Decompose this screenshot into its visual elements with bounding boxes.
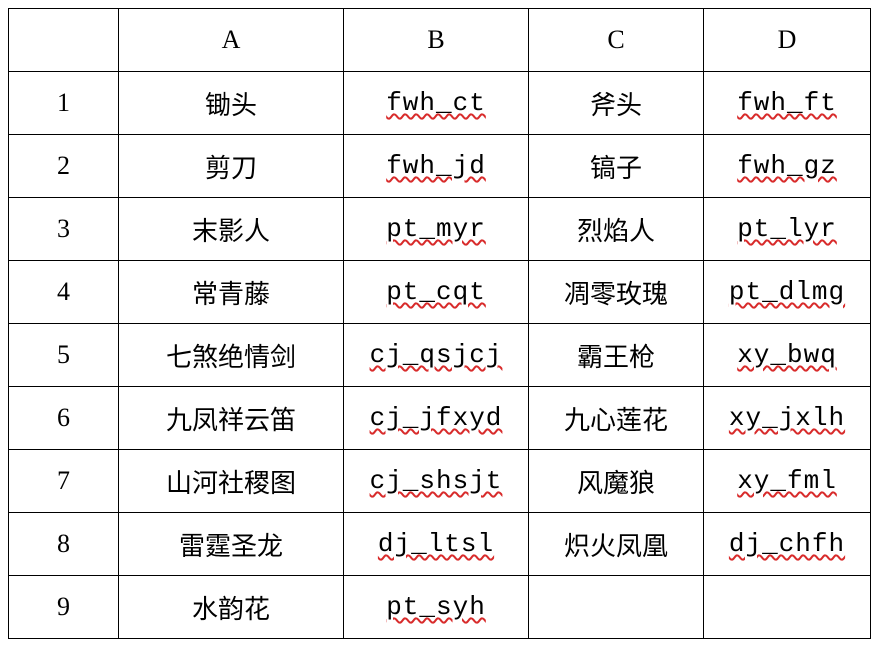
cell-c: 九心莲花 <box>529 387 704 450</box>
table-row: 3 末影人 pt_myr 烈焰人 pt_lyr <box>9 198 871 261</box>
cell-c: 风魔狼 <box>529 450 704 513</box>
table-row: 8 雷霆圣龙 dj_ltsl 炽火凤凰 dj_chfh <box>9 513 871 576</box>
cell-b: fwh_ct <box>344 72 529 135</box>
cell-c: 斧头 <box>529 72 704 135</box>
cell-rownum: 9 <box>9 576 119 639</box>
header-a: A <box>119 9 344 72</box>
cell-b: cj_jfxyd <box>344 387 529 450</box>
cell-rownum: 5 <box>9 324 119 387</box>
cell-rownum: 8 <box>9 513 119 576</box>
header-c: C <box>529 9 704 72</box>
cell-b: cj_shsjt <box>344 450 529 513</box>
cell-b: pt_cqt <box>344 261 529 324</box>
cell-d: dj_chfh <box>704 513 871 576</box>
cell-rownum: 4 <box>9 261 119 324</box>
cell-d: xy_bwq <box>704 324 871 387</box>
cell-b: cj_qsjcj <box>344 324 529 387</box>
table-header-row: A B C D <box>9 9 871 72</box>
cell-rownum: 2 <box>9 135 119 198</box>
cell-rownum: 7 <box>9 450 119 513</box>
cell-rownum: 3 <box>9 198 119 261</box>
cell-c: 霸王枪 <box>529 324 704 387</box>
cell-c: 凋零玫瑰 <box>529 261 704 324</box>
cell-rownum: 1 <box>9 72 119 135</box>
table-row: 1 锄头 fwh_ct 斧头 fwh_ft <box>9 72 871 135</box>
table-row: 4 常青藤 pt_cqt 凋零玫瑰 pt_dlmg <box>9 261 871 324</box>
cell-d: fwh_ft <box>704 72 871 135</box>
cell-a: 九凤祥云笛 <box>119 387 344 450</box>
cell-d: fwh_gz <box>704 135 871 198</box>
header-d: D <box>704 9 871 72</box>
cell-d <box>704 576 871 639</box>
cell-b: pt_syh <box>344 576 529 639</box>
table-row: 7 山河社稷图 cj_shsjt 风魔狼 xy_fml <box>9 450 871 513</box>
cell-b: pt_myr <box>344 198 529 261</box>
cell-a: 末影人 <box>119 198 344 261</box>
table-row: 6 九凤祥云笛 cj_jfxyd 九心莲花 xy_jxlh <box>9 387 871 450</box>
cell-b: dj_ltsl <box>344 513 529 576</box>
cell-a: 常青藤 <box>119 261 344 324</box>
cell-a: 七煞绝情剑 <box>119 324 344 387</box>
cell-a: 雷霆圣龙 <box>119 513 344 576</box>
cell-c: 炽火凤凰 <box>529 513 704 576</box>
cell-c: 烈焰人 <box>529 198 704 261</box>
cell-b: fwh_jd <box>344 135 529 198</box>
header-b: B <box>344 9 529 72</box>
cell-d: pt_lyr <box>704 198 871 261</box>
table-row: 9 水韵花 pt_syh <box>9 576 871 639</box>
cell-d: pt_dlmg <box>704 261 871 324</box>
cell-a: 水韵花 <box>119 576 344 639</box>
cell-rownum: 6 <box>9 387 119 450</box>
cell-a: 山河社稷图 <box>119 450 344 513</box>
cell-c: 镐子 <box>529 135 704 198</box>
table-body: 1 锄头 fwh_ct 斧头 fwh_ft 2 剪刀 fwh_jd 镐子 fwh… <box>9 72 871 639</box>
cell-d: xy_fml <box>704 450 871 513</box>
header-rownum <box>9 9 119 72</box>
table-row: 5 七煞绝情剑 cj_qsjcj 霸王枪 xy_bwq <box>9 324 871 387</box>
cell-a: 锄头 <box>119 72 344 135</box>
table-row: 2 剪刀 fwh_jd 镐子 fwh_gz <box>9 135 871 198</box>
data-table: A B C D 1 锄头 fwh_ct 斧头 fwh_ft 2 剪刀 fwh_j… <box>8 8 871 639</box>
cell-d: xy_jxlh <box>704 387 871 450</box>
cell-c <box>529 576 704 639</box>
cell-a: 剪刀 <box>119 135 344 198</box>
